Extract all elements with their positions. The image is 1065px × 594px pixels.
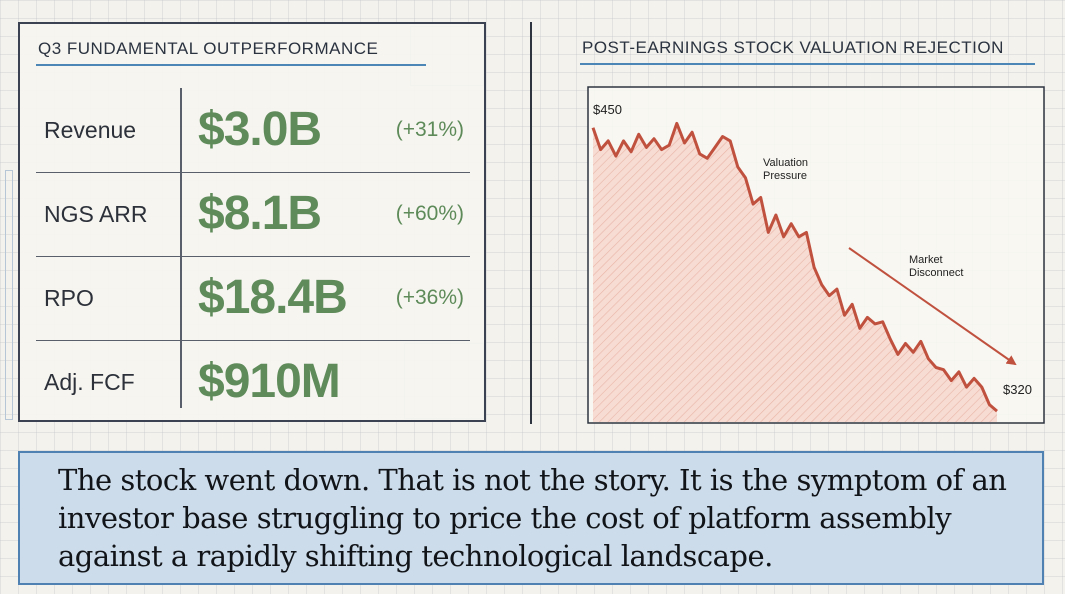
metric-label: RPO: [44, 285, 94, 311]
metrics-panel: Q3 FUNDAMENTAL OUTPERFORMANCE Revenue $3…: [18, 22, 486, 422]
end-price-label: $320: [1003, 382, 1032, 397]
metric-value: $8.1B: [198, 187, 322, 240]
metric-change: (+60%): [395, 202, 464, 225]
caption-box: The stock went down. That is not the sto…: [18, 451, 1044, 585]
metric-label: NGS ARR: [44, 201, 148, 227]
title-underline: [36, 64, 426, 66]
price-line: [591, 121, 998, 413]
caption-text: The stock went down. That is not the sto…: [58, 463, 1007, 573]
title-underline: [580, 63, 1035, 65]
metric-column-divider: [180, 88, 182, 408]
panel-divider: [530, 22, 532, 424]
metric-row-ngs-arr: NGS ARR $8.1B (+60%): [36, 172, 470, 257]
annotation-market-disconnect: Market Disconnect: [909, 254, 963, 279]
trend-arrow: [848, 247, 1017, 366]
chart-title: POST-EARNINGS STOCK VALUATION REJECTION: [582, 38, 1004, 57]
metric-row-adj-fcf: Adj. FCF $910M: [36, 340, 470, 424]
metric-row-revenue: Revenue $3.0B (+31%): [36, 88, 470, 173]
price-area-fill: [593, 123, 997, 423]
metrics-title: Q3 FUNDAMENTAL OUTPERFORMANCE: [38, 39, 379, 58]
metric-value: $3.0B: [198, 103, 322, 156]
metric-label: Adj. FCF: [44, 369, 135, 395]
blueprint-frame-mark: [5, 170, 13, 420]
stock-chart: $450 $320 Valuation Pressure Market Discon…: [587, 86, 1045, 424]
metric-value: $18.4B: [198, 271, 348, 324]
metric-label: Revenue: [44, 117, 137, 143]
annotation-valuation-pressure: Valuation Pressure: [763, 157, 808, 182]
metric-change: (+36%): [395, 286, 464, 309]
metric-change: (+31%): [395, 118, 464, 141]
metric-row-rpo: RPO $18.4B (+36%): [36, 256, 470, 341]
metric-value: $910M: [198, 355, 341, 408]
metrics-table: Revenue $3.0B (+31%) NGS ARR $8.1B (+60%…: [36, 88, 470, 408]
start-price-label: $450: [593, 102, 622, 117]
stock-chart-svg: $450 $320 Valuation Pressure Market Discon…: [587, 86, 1045, 424]
